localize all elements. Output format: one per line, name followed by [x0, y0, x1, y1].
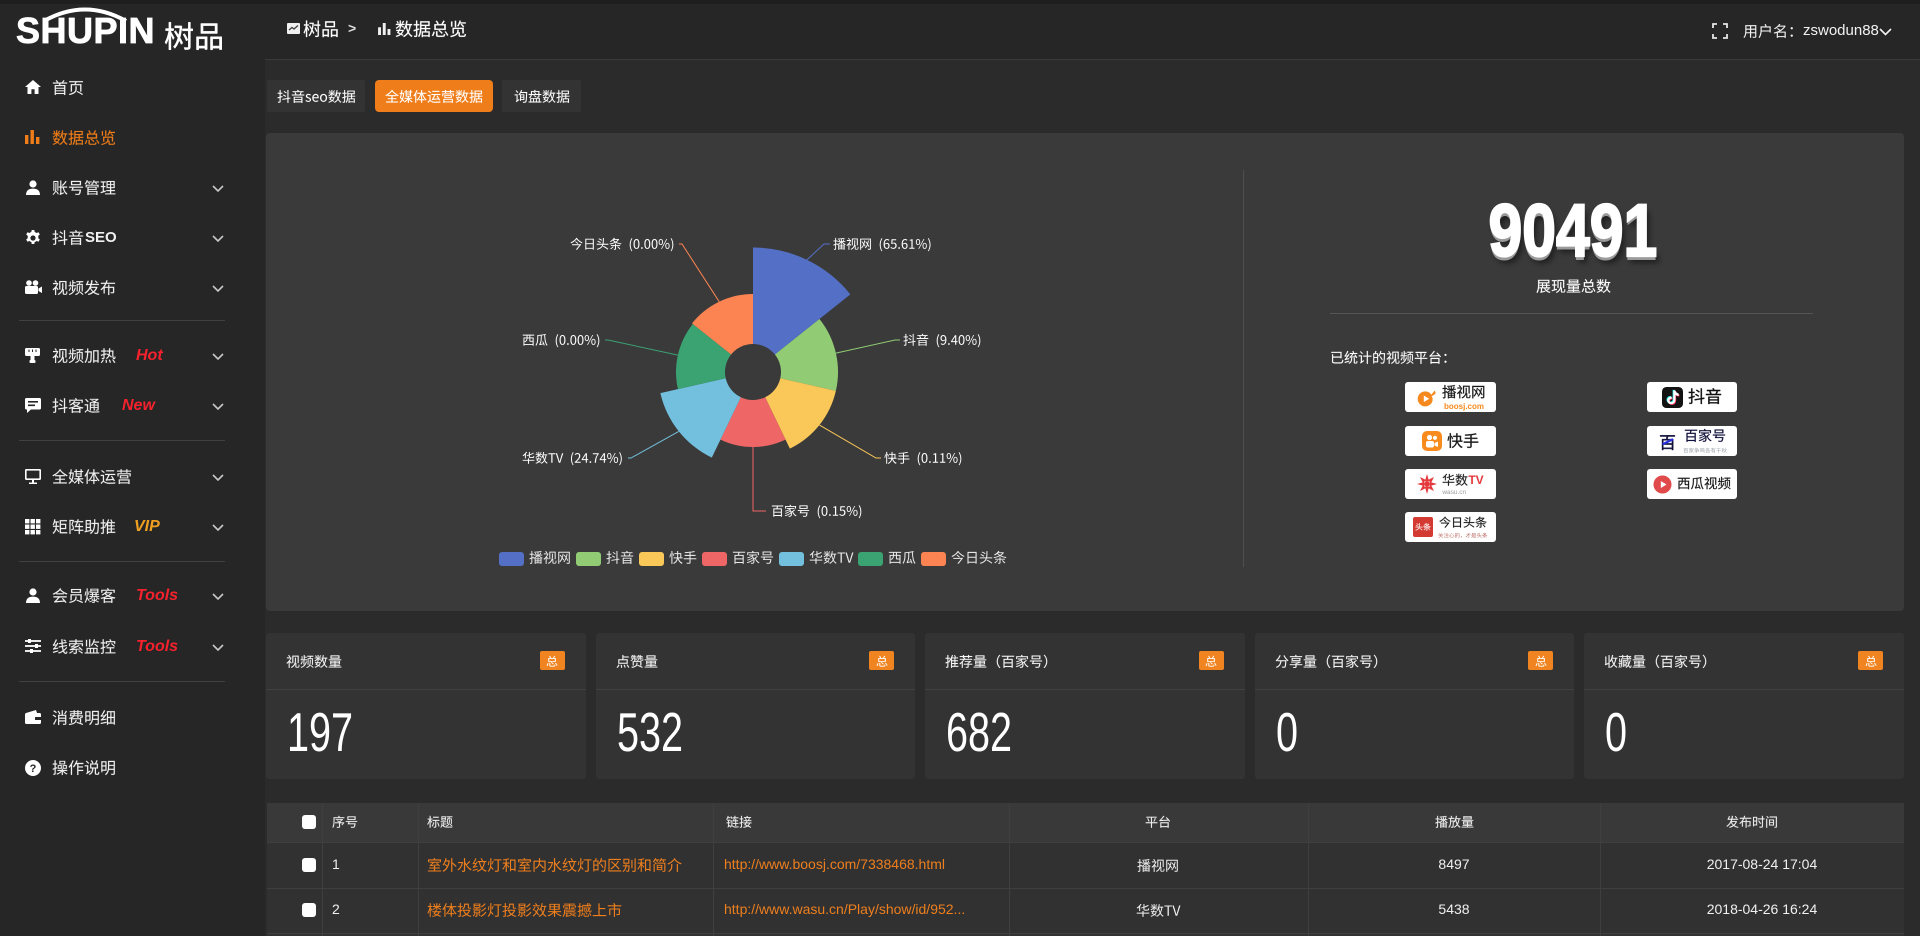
- svg-text:?: ?: [30, 763, 37, 775]
